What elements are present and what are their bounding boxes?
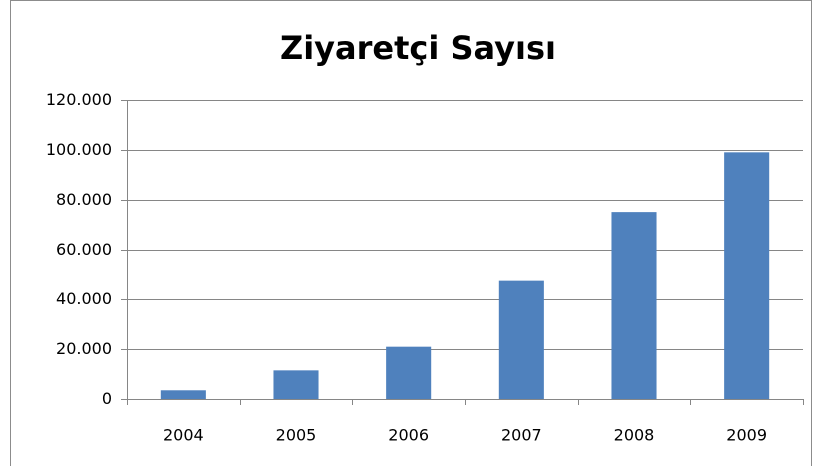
x-tick-label: 2007: [501, 426, 542, 445]
x-tick-label: 2005: [276, 426, 317, 445]
x-tick-label: 2009: [726, 426, 767, 445]
bar: [498, 280, 544, 399]
x-tick-label: 2004: [163, 426, 204, 445]
y-tick-label: 60.000: [56, 240, 112, 259]
y-tick-label: 20.000: [56, 339, 112, 358]
y-tick-label: 0: [102, 389, 112, 408]
bar: [386, 346, 432, 399]
y-tick-label: 100.000: [46, 140, 112, 159]
chart-title: Ziyaretçi Sayısı: [280, 29, 556, 67]
x-tick-label: 2008: [614, 426, 655, 445]
y-tick-label: 40.000: [56, 289, 112, 308]
bar: [273, 370, 319, 399]
x-tick-label: 2006: [388, 426, 429, 445]
y-tick-label: 120.000: [46, 90, 112, 109]
bar: [611, 212, 657, 399]
bar: [724, 152, 770, 399]
bar: [160, 390, 206, 399]
y-tick-label: 80.000: [56, 190, 112, 209]
